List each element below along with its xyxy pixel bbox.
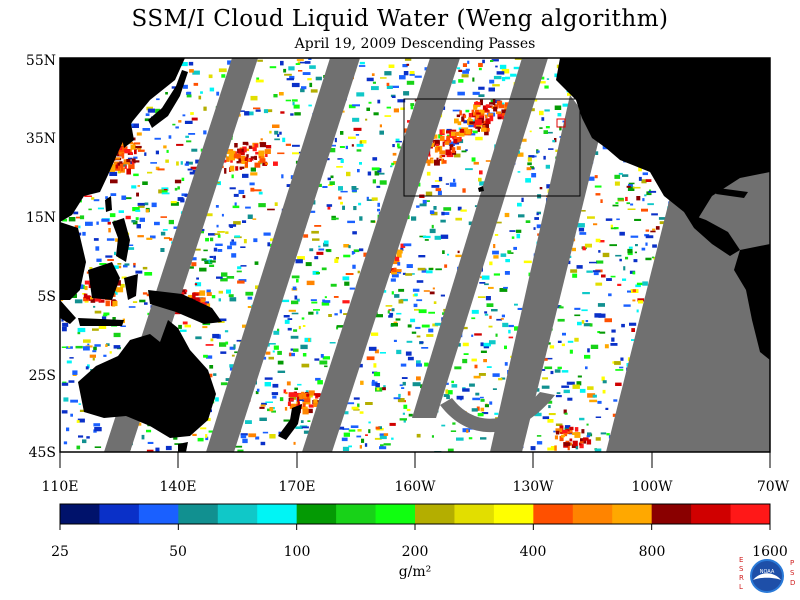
land-sulawesi <box>124 274 138 300</box>
colorbar-swatch <box>99 504 140 524</box>
land-taiwan <box>105 196 112 212</box>
land-north-america <box>556 58 770 222</box>
colorbar-label-100: 100 <box>284 544 311 560</box>
colorbar-swatch <box>217 504 258 524</box>
colorbar-label-400: 400 <box>520 544 547 560</box>
colorbar-label-50: 50 <box>169 544 187 560</box>
land-masses <box>60 58 770 452</box>
lon-label-100w: 100W <box>631 479 673 495</box>
swath-gap-5 <box>490 95 600 452</box>
lon-label-70w: 70W <box>757 479 790 495</box>
land-indochina <box>60 222 86 300</box>
colorbar-label-200: 200 <box>402 544 429 560</box>
colorbar-swatch <box>415 504 455 524</box>
lon-label-160w: 160W <box>394 479 436 495</box>
lat-label-5s: 5S <box>38 289 57 305</box>
swath-gap-2 <box>206 58 360 452</box>
site-marker <box>556 118 566 128</box>
land-java <box>78 318 124 326</box>
colorbar-label-25: 25 <box>51 544 69 560</box>
land-korea <box>120 118 134 148</box>
land-cuba <box>716 188 748 198</box>
chart-title: SSM/I Cloud Liquid Water (Weng algorithm… <box>131 6 669 32</box>
lat-axis: 55N 35N 15N 5S 25S 45S <box>26 53 56 461</box>
colorbar-swatch <box>454 504 495 524</box>
land-new-guinea <box>148 290 222 324</box>
land-hawaii <box>478 186 484 192</box>
colorbar-swatch <box>612 504 653 524</box>
region-box <box>403 98 581 197</box>
lon-label-140e: 140E <box>160 479 197 495</box>
colorbar-label-800: 800 <box>639 544 666 560</box>
svg-text:S: S <box>790 569 795 577</box>
svg-text:L: L <box>739 583 743 591</box>
colorbar-swatch <box>572 504 613 524</box>
land-tasmania <box>178 442 188 452</box>
lat-label-55n: 55N <box>26 53 56 69</box>
svg-text:P: P <box>790 559 794 567</box>
logo-left-letters: ES RL <box>739 556 744 591</box>
noaa-esrl-logo: ES RL NOAA PS D <box>739 556 795 593</box>
lon-labels: 110E 140E 170E 160W 130W 100W 70W <box>42 479 790 495</box>
colorbar-swatch <box>60 504 100 524</box>
lat-label-45s: 45S <box>29 445 56 461</box>
logo-right-letters: PS D <box>790 559 795 587</box>
colorbar-swatch <box>651 504 692 524</box>
map-area <box>60 58 770 452</box>
swath-gap-loop <box>440 392 555 433</box>
lat-label-35n: 35N <box>26 131 56 147</box>
colorbar-swatch <box>296 504 337 524</box>
colorbar-swatch <box>336 504 377 524</box>
lon-label-170e: 170E <box>279 479 316 495</box>
lon-label-130w: 130W <box>512 479 554 495</box>
lat-label-25s: 25S <box>29 368 56 384</box>
land-new-zealand <box>278 404 302 440</box>
land-sumatra <box>60 300 76 324</box>
colorbar-swatch <box>691 504 732 524</box>
swath-gap-3 <box>302 58 460 452</box>
lon-label-110e: 110E <box>42 479 79 495</box>
land-borneo <box>88 262 120 300</box>
colorbar-swatch <box>533 504 574 524</box>
svg-text:R: R <box>739 574 744 582</box>
land-japan <box>148 70 188 128</box>
colorbar-swatch <box>493 504 534 524</box>
colorbar-swatch <box>375 504 416 524</box>
chart-subtitle: April 19, 2009 Descending Passes <box>294 36 536 52</box>
colorbar-labels: 25 50 100 200 400 800 1600 g/m² <box>51 544 788 580</box>
land-philippines <box>112 218 130 262</box>
land-south-america <box>734 244 770 360</box>
colorbar-swatch <box>257 504 298 524</box>
colorbar-swatch <box>138 504 179 524</box>
lat-label-15n: 15N <box>26 210 56 226</box>
colorbar-unit: g/m² <box>399 564 432 580</box>
land-australia <box>78 320 216 438</box>
logo-center-text: NOAA <box>760 569 775 575</box>
noaa-bird-icon <box>753 573 781 580</box>
svg-text:E: E <box>739 556 743 564</box>
colorbar-swatch <box>730 504 771 524</box>
svg-text:D: D <box>790 579 795 587</box>
svg-text:S: S <box>739 565 744 573</box>
colorbar-label-1600: 1600 <box>752 544 788 560</box>
swath-gap-4 <box>412 58 548 418</box>
land-central-america <box>684 212 740 256</box>
lon-axis <box>59 452 771 468</box>
colorbar <box>59 503 771 530</box>
colorbar-swatch <box>178 504 219 524</box>
